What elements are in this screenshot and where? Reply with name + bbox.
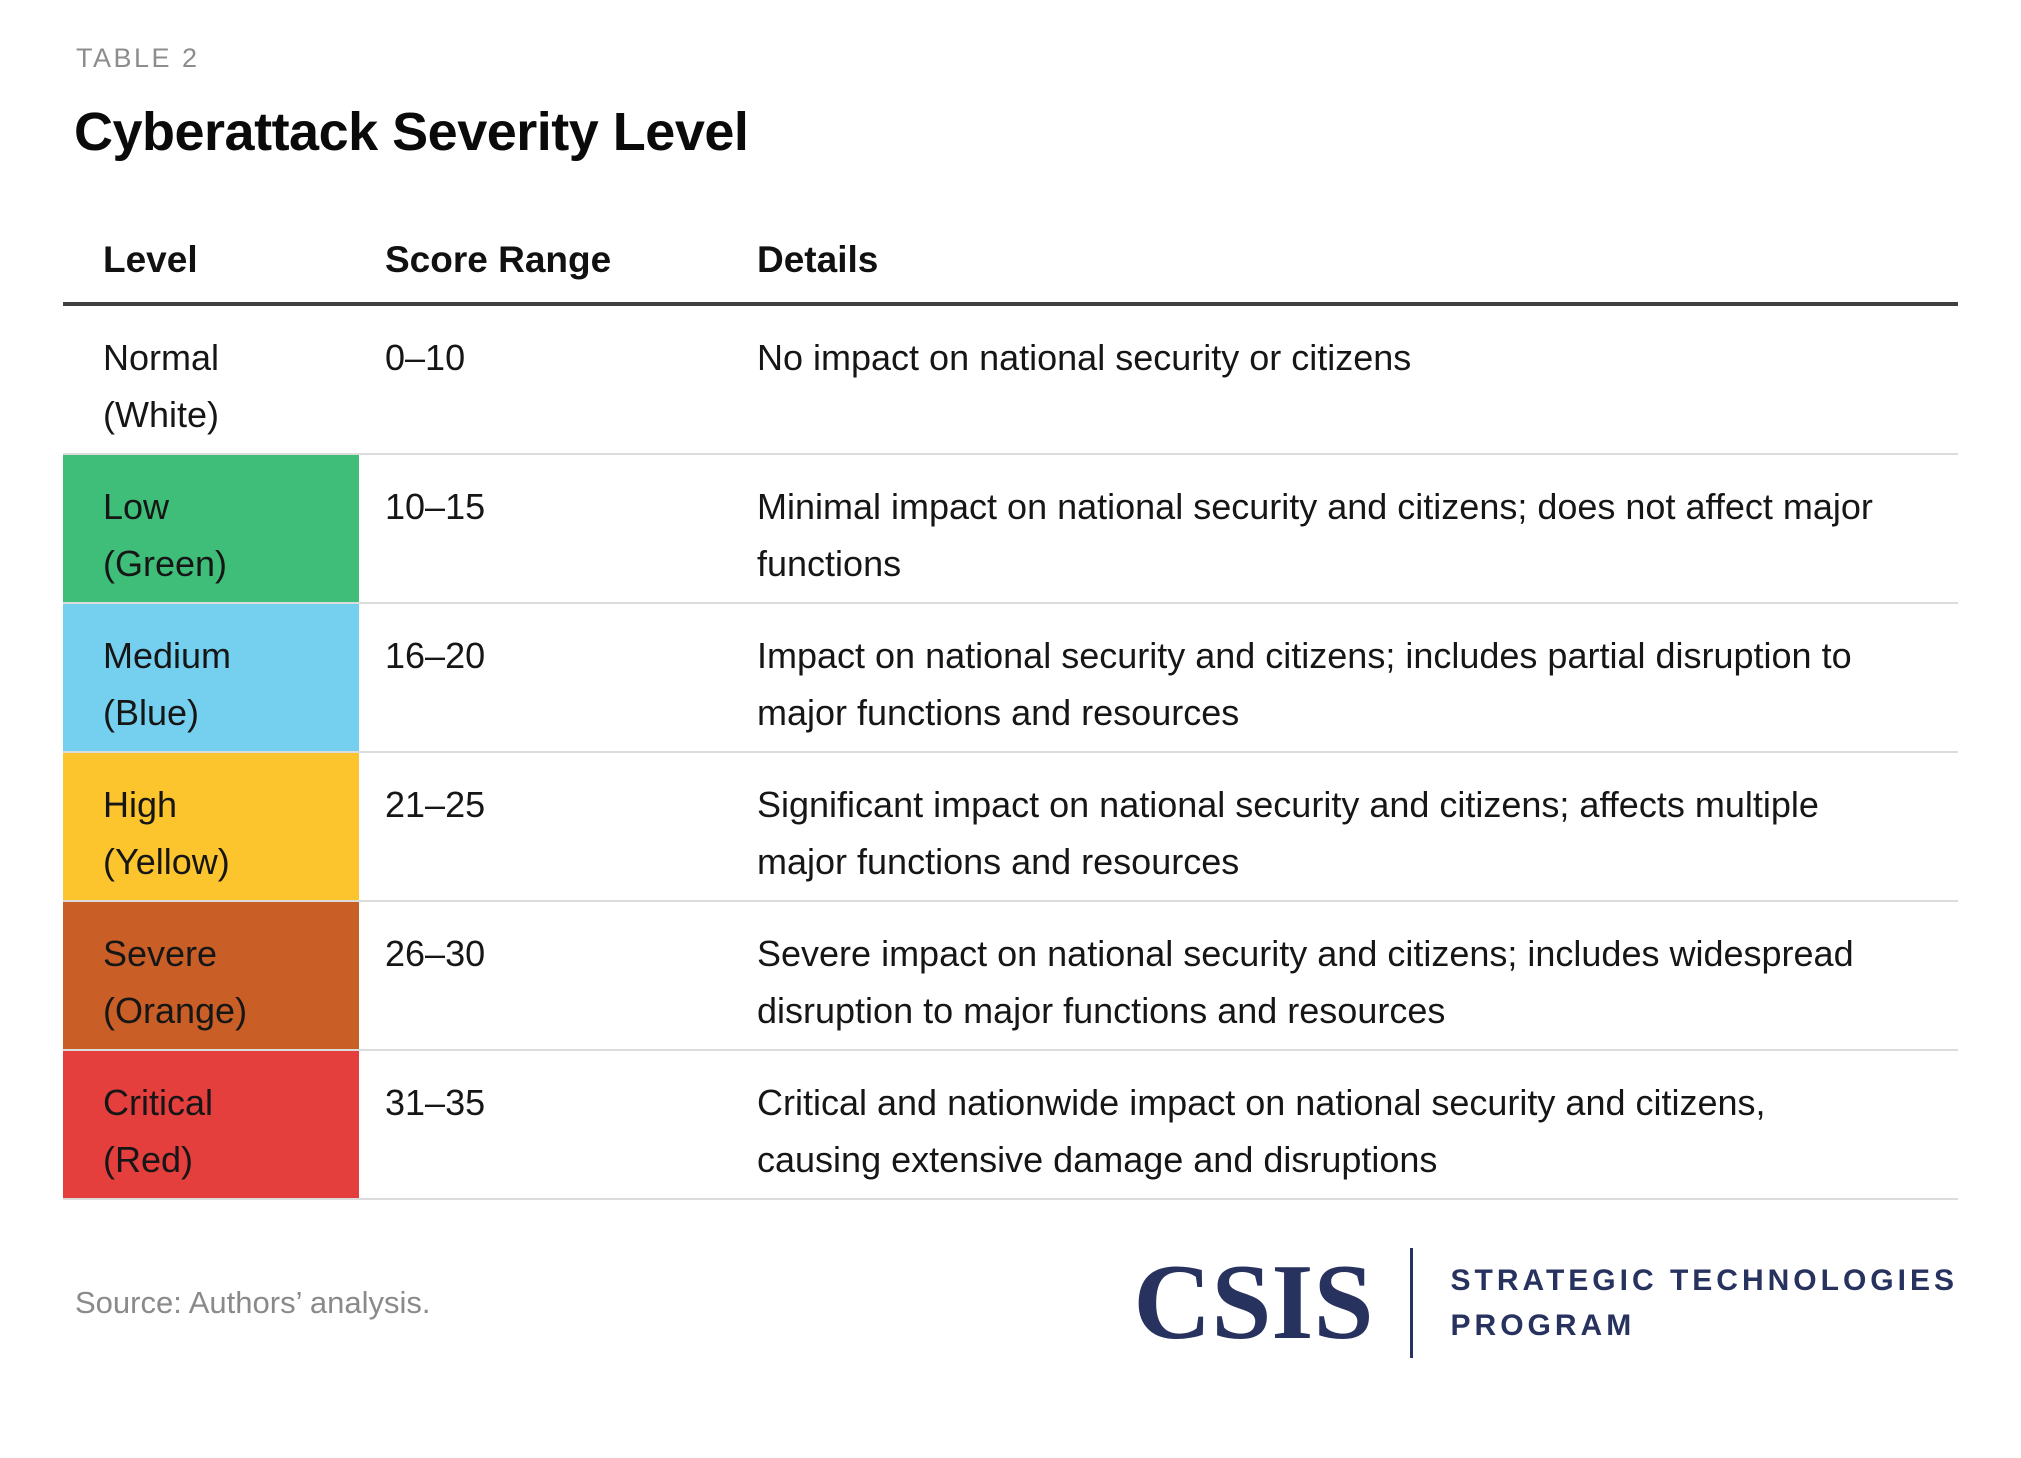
level-color-paren: (Red) [103,1139,194,1180]
level-cell: Critical (Red) [63,1051,359,1198]
column-header-level: Level [103,239,198,280]
severity-table: Level Score Range Details Normal (White)… [63,240,1958,1200]
score-range-cell: 10–15 [385,486,486,527]
details-cell: Minimal impact on national security and … [757,486,1873,584]
program-name: STRATEGIC TECHNOLOGIES PROGRAM [1451,1258,1958,1348]
level-name: Normal [103,337,220,378]
details-cell: Impact on national security and citizens… [757,635,1852,733]
level-cell: Low (Green) [63,455,359,602]
level-cell: High (Yellow) [63,753,359,900]
table-header-row: Level Score Range Details [63,240,1958,306]
details-cell: Severe impact on national security and c… [757,933,1854,1031]
column-header-score-range: Score Range [385,239,612,280]
score-range-cell: 31–35 [385,1082,486,1123]
score-range-cell: 21–25 [385,784,486,825]
figure-title: Cyberattack Severity Level [74,102,749,162]
level-name: Severe [103,933,218,974]
column-header-details: Details [757,239,879,280]
logo-divider [1409,1248,1413,1358]
table-row: Normal (White) 0–10 No impact on nationa… [63,306,1958,455]
table-row: Critical (Red) 31–35 Critical and nation… [63,1051,1958,1200]
table-row: High (Yellow) 21–25 Significant impact o… [63,753,1958,902]
details-cell: Critical and nationwide impact on nation… [757,1082,1766,1180]
level-cell: Normal (White) [63,306,359,453]
csis-wordmark: CSIS [1133,1243,1374,1362]
table-row: Low (Green) 10–15 Minimal impact on nati… [63,455,1958,604]
level-color-paren: (Yellow) [103,841,230,882]
score-range-cell: 0–10 [385,337,466,378]
program-name-line1: STRATEGIC TECHNOLOGIES [1450,1264,1958,1297]
level-cell: Severe (Orange) [63,902,359,1049]
level-name: Critical [103,1082,214,1123]
level-name: High [103,784,178,825]
level-cell: Medium (Blue) [63,604,359,751]
level-color-paren: (Orange) [103,990,248,1031]
program-name-line2: PROGRAM [1450,1309,1636,1342]
table-row: Severe (Orange) 26–30 Severe impact on n… [63,902,1958,1051]
score-range-cell: 26–30 [385,933,486,974]
level-name: Medium [103,635,232,676]
source-note: Source: Authors’ analysis. [75,1285,431,1320]
details-cell: No impact on national security or citize… [757,337,1412,378]
csis-logo: CSIS STRATEGIC TECHNOLOGIES PROGRAM [1133,1248,1958,1358]
level-color-paren: (Blue) [103,692,200,733]
figure-footer: Source: Authors’ analysis. CSIS STRATEGI… [63,1248,1958,1358]
level-color-paren: (White) [103,394,219,435]
level-color-paren: (Green) [103,543,228,584]
details-cell: Significant impact on national security … [757,784,1819,882]
table-body: Normal (White) 0–10 No impact on nationa… [63,306,1958,1200]
score-range-cell: 16–20 [385,635,486,676]
table-row: Medium (Blue) 16–20 Impact on national s… [63,604,1958,753]
table-number-label: TABLE 2 [76,43,200,73]
level-name: Low [103,486,170,527]
